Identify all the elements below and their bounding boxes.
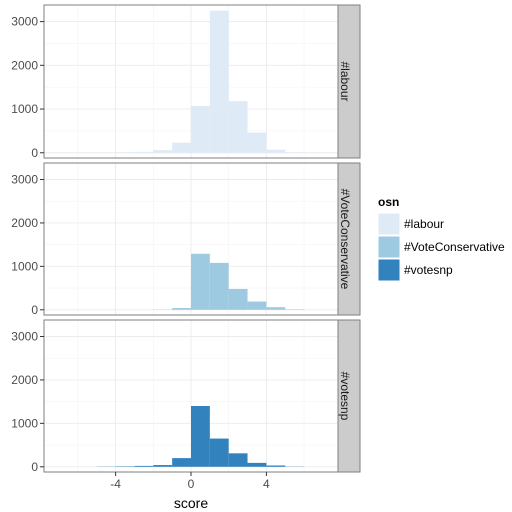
- y-tick-label: 0: [31, 303, 38, 317]
- legend-key: [377, 212, 401, 236]
- y-tick-label: 0: [31, 146, 38, 160]
- histogram-bar: [228, 453, 248, 467]
- histogram-bar: [266, 307, 286, 310]
- facet-strip-label: #labour: [338, 61, 352, 101]
- x-axis: -4 0 4: [110, 472, 270, 491]
- y-tick-label: 3000: [11, 15, 38, 29]
- histogram-bar: [134, 465, 154, 467]
- histogram-bar: [266, 149, 286, 153]
- histogram-bar: [209, 262, 229, 310]
- facet-strip-label: #votesnp: [338, 372, 352, 421]
- y-tick-label: 1000: [11, 102, 38, 116]
- y-tick-label: 3000: [11, 330, 38, 344]
- facet-strip: [337, 4, 361, 159]
- x-tick-label: 0: [188, 477, 195, 491]
- x-tick-label: 4: [263, 477, 270, 491]
- legend-items: #labour #VoteConservative #votesnp: [377, 212, 505, 282]
- y-tick-label: 3000: [11, 173, 38, 187]
- facet-panel: 0 1000 2000 3000 #labour: [11, 4, 361, 160]
- histogram-bar: [191, 405, 210, 467]
- legend-key: [377, 235, 401, 259]
- facet-panels: 0 1000 2000 3000 #labour 0 1000 2000 3000 #VoteCo…: [11, 4, 361, 474]
- histogram-bar: [191, 105, 210, 153]
- x-tick-label: -4: [110, 477, 121, 491]
- histogram-bar: [153, 150, 173, 153]
- y-tick-label: 2000: [11, 58, 38, 72]
- y-tick-label: 2000: [11, 216, 38, 230]
- histogram-bar: [209, 438, 229, 467]
- legend: osn #labour #VoteConservative #votesnp: [377, 195, 505, 282]
- histogram-bar: [228, 101, 248, 153]
- histogram-bar: [209, 10, 229, 153]
- y-tick-label: 1000: [11, 416, 38, 430]
- facet-strip: [337, 162, 361, 316]
- legend-label: #votesnp: [404, 263, 453, 277]
- histogram-bar: [134, 151, 154, 153]
- facet-panel: 0 1000 2000 3000 #votesnp: [11, 319, 361, 474]
- x-axis-title: score: [174, 495, 208, 511]
- histogram-bar: [172, 308, 191, 310]
- y-tick-label: 2000: [11, 373, 38, 387]
- histogram-bar: [153, 465, 173, 467]
- facet-panel: 0 1000 2000 3000 #VoteConservative: [11, 162, 361, 317]
- histogram-bar: [228, 288, 248, 310]
- facet-strip-label: #VoteConservative: [338, 189, 352, 290]
- histogram-bar: [191, 253, 210, 310]
- histogram-bar: [172, 142, 191, 153]
- facet-strip: [337, 319, 361, 473]
- legend-key: [377, 258, 401, 282]
- histogram-bar: [247, 301, 267, 310]
- histogram-bar: [247, 132, 267, 153]
- y-tick-label: 0: [31, 460, 38, 474]
- y-tick-label: 1000: [11, 259, 38, 273]
- histogram-bar: [172, 458, 191, 467]
- histogram-bar: [266, 465, 286, 467]
- histogram-bar: [247, 462, 267, 467]
- legend-label: #labour: [404, 217, 444, 231]
- legend-title: osn: [378, 195, 399, 209]
- legend-label: #VoteConservative: [404, 240, 505, 254]
